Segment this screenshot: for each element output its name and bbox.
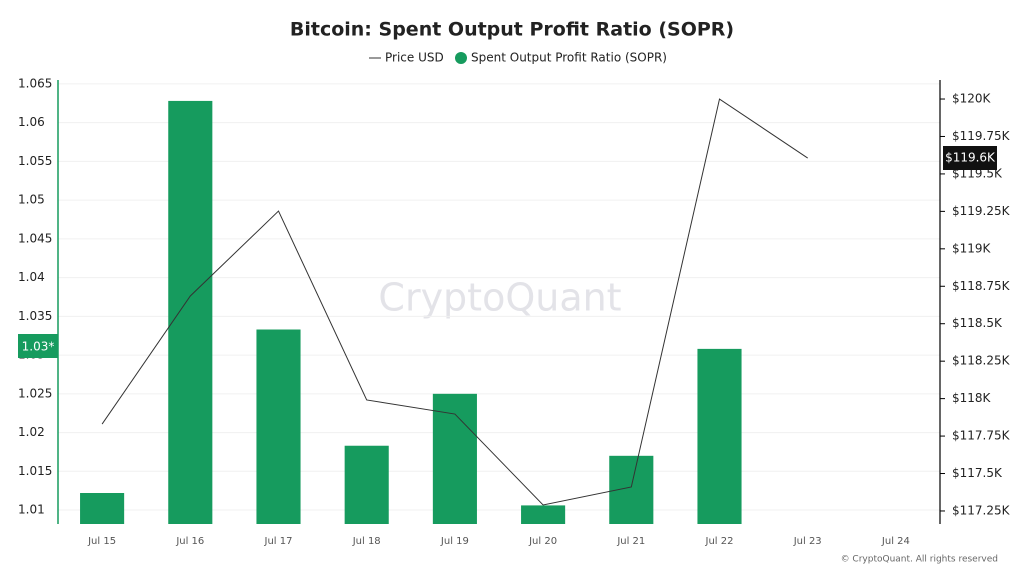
y-tick-label: 1.065	[18, 76, 52, 90]
y2-marker-label: $119.6K	[945, 151, 996, 165]
y2-tick-label: $119.75K	[952, 129, 1011, 143]
y-tick-label: 1.02	[18, 425, 45, 439]
y-tick-label: 1.035	[18, 309, 52, 323]
y2-tick-label: $117.25K	[952, 503, 1011, 517]
x-tick-label: Jul 20	[528, 536, 557, 547]
y2-tick-label: $119K	[952, 241, 992, 255]
legend-label: Spent Output Profit Ratio (SOPR)	[471, 51, 667, 65]
y-tick-label: 1.025	[18, 386, 52, 400]
x-tick-label: Jul 23	[793, 536, 822, 547]
y-tick-label: 1.055	[18, 154, 52, 168]
y2-tick-label: $117.75K	[952, 429, 1011, 443]
y2-tick-label: $118.75K	[952, 279, 1011, 293]
y-marker-box	[18, 334, 58, 358]
y2-tick-label: $118.25K	[952, 354, 1011, 368]
y-tick-label: 1.06	[18, 115, 45, 129]
y-tick-label: 1.015	[18, 464, 52, 478]
legend-dot-icon	[455, 52, 467, 64]
y-marker-label: 1.03*	[22, 340, 55, 354]
y2-tick-label: $118.5K	[952, 316, 1003, 330]
watermark: CryptoQuant	[378, 276, 621, 320]
x-tick-label: Jul 15	[87, 536, 116, 547]
x-tick-label: Jul 24	[881, 536, 910, 547]
y2-marker-box	[943, 146, 997, 170]
legend: Price USD Spent Output Profit Ratio (SOP…	[369, 51, 667, 65]
bar	[256, 329, 301, 524]
bar	[432, 393, 477, 524]
bar	[344, 445, 389, 524]
y-tick-label: 1.05	[18, 193, 45, 207]
bar	[521, 505, 566, 524]
x-tick-label: Jul 21	[616, 536, 645, 547]
y-tick-label: 1.01	[18, 503, 45, 517]
chart-title: Bitcoin: Spent Output Profit Ratio (SOPR…	[290, 19, 734, 41]
x-tick-label: Jul 17	[264, 536, 293, 547]
legend-label: Price USD	[385, 51, 444, 65]
bar	[697, 348, 742, 524]
bar	[80, 493, 125, 524]
y2-tick-label: $117.5K	[952, 466, 1003, 480]
copyright: © CryptoQuant. All rights reserved	[841, 555, 998, 565]
y-tick-label: 1.04	[18, 270, 45, 284]
x-tick-label: Jul 19	[440, 536, 469, 547]
x-tick-label: Jul 22	[705, 536, 734, 547]
y2-tick-label: $120K	[952, 92, 992, 106]
y-tick-label: 1.045	[18, 231, 52, 245]
price-line	[101, 98, 808, 506]
y2-tick-label: $118K	[952, 391, 992, 405]
x-tick-label: Jul 16	[175, 536, 204, 547]
bar	[168, 100, 213, 525]
x-tick-label: Jul 18	[352, 536, 381, 547]
y2-tick-label: $119.25K	[952, 204, 1011, 218]
